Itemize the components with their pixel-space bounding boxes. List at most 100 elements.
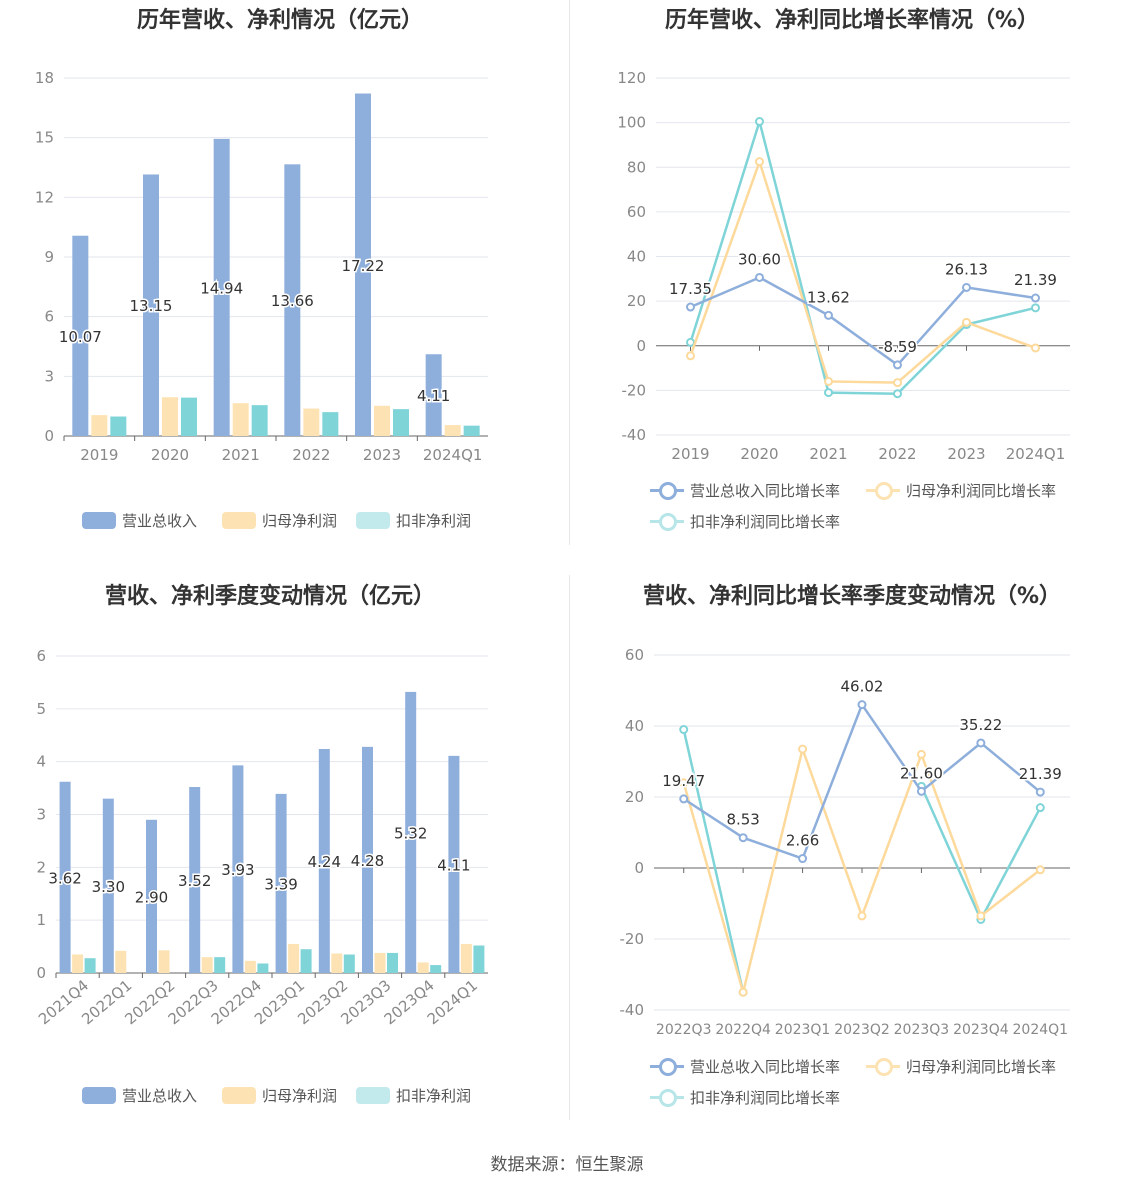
y-tick-label: 15 bbox=[35, 129, 54, 147]
legend-item[interactable]: 扣非净利润 bbox=[356, 510, 471, 531]
data-point bbox=[962, 317, 971, 327]
y-tick-label: -40 bbox=[620, 1001, 645, 1019]
y-tick-label: 20 bbox=[625, 788, 644, 806]
series-line bbox=[689, 157, 1036, 384]
data-point bbox=[679, 778, 689, 788]
data-point bbox=[893, 360, 902, 370]
bar-net-profit bbox=[162, 397, 178, 436]
data-point bbox=[1031, 293, 1040, 303]
legend-label: 扣非净利润同比增长率 bbox=[690, 1089, 841, 1107]
y-tick-label: 60 bbox=[625, 646, 644, 664]
bar-revenue bbox=[143, 174, 159, 436]
data-point bbox=[738, 833, 748, 843]
x-tick-label: 2023Q3 bbox=[894, 1022, 950, 1038]
bar-deducted-profit bbox=[387, 952, 398, 973]
y-tick-label: 1 bbox=[36, 911, 46, 929]
legend-item[interactable]: 营业总收入同比增长率 bbox=[650, 1056, 840, 1077]
data-label: 3.93 bbox=[221, 861, 254, 879]
chart-title: 历年营收、净利同比增长率情况（%） bbox=[664, 8, 1040, 33]
series-line bbox=[682, 729, 1042, 993]
chart-legend: 营业总收入 归母净利润 扣非净利润 bbox=[0, 510, 570, 534]
data-label: 26.13 bbox=[945, 260, 988, 278]
legend-label: 扣非净利润 bbox=[396, 512, 472, 530]
bar-revenue bbox=[72, 235, 89, 436]
data-point bbox=[798, 854, 808, 864]
bar-net-profit bbox=[444, 425, 461, 436]
bar-deducted-profit bbox=[251, 405, 268, 436]
panel-divider bbox=[569, 575, 570, 1120]
legend-item[interactable]: 营业总收入 bbox=[82, 1085, 197, 1106]
data-point bbox=[893, 389, 902, 399]
legend-label: 营业总收入 bbox=[122, 512, 198, 530]
bar-net-profit bbox=[244, 960, 256, 973]
bar-deducted-profit bbox=[322, 412, 339, 436]
data-point bbox=[976, 738, 986, 748]
x-tick-label: 2024Q1 bbox=[1006, 445, 1066, 463]
data-label: 2.66 bbox=[786, 832, 819, 850]
x-tick-label: 2024Q1 bbox=[1013, 1022, 1069, 1038]
data-source-note: 数据来源：恒生聚源 bbox=[490, 1155, 644, 1175]
legend-label: 营业总收入 bbox=[122, 1087, 198, 1105]
x-tick-label: 2021 bbox=[222, 446, 260, 464]
data-label: 3.30 bbox=[92, 878, 125, 896]
data-label: 21.39 bbox=[1014, 271, 1057, 289]
bar-deducted-profit bbox=[343, 954, 355, 973]
y-tick-label: 0 bbox=[634, 859, 644, 877]
quarterly-growth-rate-chart: 营收、净利同比增长率季度变动情况（%） -40 -20 0 20 40 60 2022Q3 2… bbox=[570, 575, 1134, 1120]
data-label: 17.22 bbox=[342, 257, 385, 275]
data-point bbox=[1031, 303, 1040, 313]
bar-revenue bbox=[448, 755, 460, 973]
quarterly-bar-plot: 01234562021Q42022Q12022Q22022Q32022Q4202… bbox=[35, 647, 488, 1028]
data-label: 4.28 bbox=[351, 852, 384, 870]
data-point bbox=[798, 744, 808, 754]
legend-label: 归母净利润同比增长率 bbox=[906, 1058, 1057, 1076]
bar-deducted-profit bbox=[214, 957, 226, 973]
y-tick-label: 9 bbox=[44, 248, 54, 266]
chart-title: 营收、净利同比增长率季度变动情况（%） bbox=[642, 584, 1062, 609]
bar-revenue bbox=[146, 819, 157, 973]
data-label: -8.59 bbox=[878, 338, 917, 356]
bar-revenue bbox=[213, 138, 230, 437]
annual-revenue-profit-chart: 历年营收、净利情况（亿元） 0 3 6 9 12 15 18 2019 2020 2021 2022… bbox=[0, 0, 570, 545]
legend-item[interactable]: 归母净利润同比增长率 bbox=[866, 480, 1056, 501]
x-tick-label: 2019 bbox=[80, 446, 118, 464]
data-point bbox=[1035, 803, 1045, 813]
legend-item[interactable]: 扣非净利润 bbox=[356, 1085, 471, 1106]
y-tick-label: 3 bbox=[44, 367, 54, 385]
y-tick-label: -20 bbox=[622, 381, 647, 399]
bar-net-profit bbox=[115, 950, 127, 973]
data-label: 19.47 bbox=[662, 772, 705, 790]
data-label: 13.62 bbox=[807, 288, 850, 306]
legend-swatch bbox=[650, 1058, 684, 1076]
chart-legend: 营业总收入同比增长率 归母净利润同比增长率扣非净利润同比增长率 bbox=[570, 1056, 1134, 1116]
x-tick-label: 2023Q2 bbox=[834, 1022, 890, 1038]
legend-item[interactable]: 营业总收入同比增长率 bbox=[650, 480, 840, 501]
legend-item[interactable]: 归母净利润同比增长率 bbox=[866, 1056, 1056, 1077]
data-point bbox=[1035, 787, 1045, 797]
bar-net-profit bbox=[331, 953, 343, 973]
data-point bbox=[686, 351, 695, 361]
x-tick-label: 2023Q4 bbox=[953, 1022, 1009, 1038]
data-label: 21.60 bbox=[900, 764, 943, 782]
bar-deducted-profit bbox=[473, 945, 485, 973]
data-point bbox=[824, 388, 833, 398]
legend-swatch bbox=[82, 1087, 116, 1104]
legend-item[interactable]: 扣非净利润同比增长率 bbox=[650, 511, 840, 532]
data-point bbox=[738, 987, 748, 997]
data-point bbox=[824, 376, 833, 386]
bar-revenue bbox=[232, 765, 244, 973]
bar-net-profit bbox=[374, 405, 390, 436]
y-tick-label: 120 bbox=[617, 69, 646, 87]
x-tick-label: 2020 bbox=[740, 445, 778, 463]
data-label: 30.60 bbox=[738, 250, 781, 268]
legend-item[interactable]: 归母净利润 bbox=[222, 510, 337, 531]
legend-item[interactable]: 营业总收入 bbox=[82, 510, 197, 531]
legend-item[interactable]: 扣非净利润同比增长率 bbox=[650, 1087, 840, 1108]
data-point bbox=[916, 786, 926, 796]
data-point bbox=[686, 302, 695, 312]
y-tick-label: 18 bbox=[35, 69, 54, 87]
y-tick-label: -20 bbox=[620, 930, 645, 948]
legend-item[interactable]: 归母净利润 bbox=[222, 1085, 337, 1106]
bar-net-profit bbox=[460, 943, 472, 973]
